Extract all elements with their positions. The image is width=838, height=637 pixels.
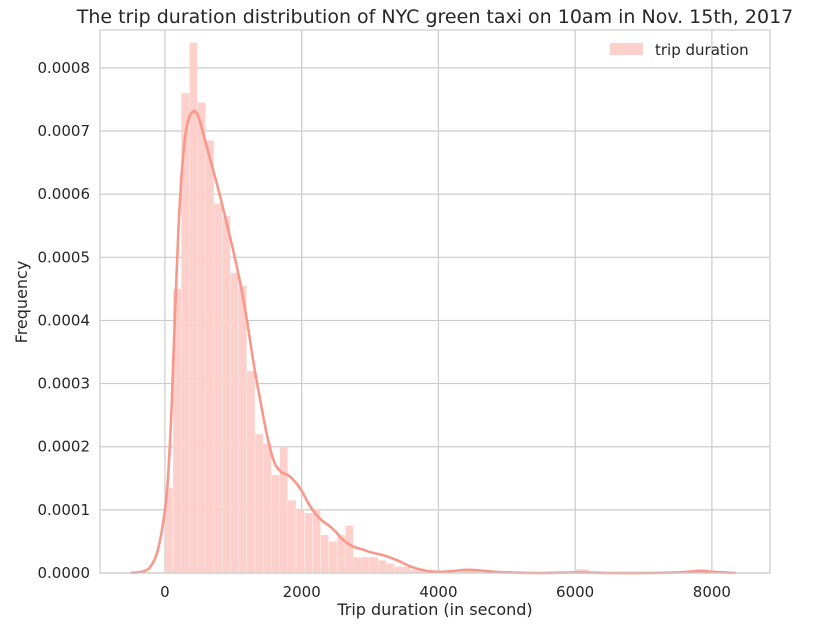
histogram-bar [181,93,190,574]
histogram-bar [394,566,403,573]
legend: trip duration [610,41,749,59]
x-tick-label: 6000 [556,583,594,601]
y-tick-label: 0.0006 [38,185,91,203]
histogram-bar [370,557,378,573]
plot-frame [99,29,771,574]
histogram-bar [197,102,206,573]
y-tick-label: 0.0005 [38,248,91,266]
histogram-bar [411,569,419,573]
y-axis-label: Frequency [12,261,31,344]
histogram-bar [271,475,280,573]
histogram-bar [164,487,173,573]
histogram-bar [329,541,337,573]
y-tick-label: 0.0007 [38,122,91,140]
histogram-bar [463,570,477,573]
legend-swatch [610,43,643,55]
y-tick-label: 0.0004 [38,311,91,329]
histogram-bar [304,513,313,573]
x-tick-label: 2000 [283,583,321,601]
y-tick-label: 0.0000 [38,564,91,582]
histogram-bar [288,500,296,573]
x-axis-label: Trip duration (in second) [336,600,532,619]
histogram-bar [255,434,263,573]
kde-line [130,110,736,575]
histogram-bar [296,509,305,573]
histogram-bar [337,535,346,573]
histogram-bars [164,42,710,574]
histogram-bar [378,560,387,573]
x-tick-label: 4000 [419,583,457,601]
y-axis-ticks: 0.0000 0.0001 0.0002 0.0003 0.0004 0.0005 0.00… [38,59,91,582]
histogram-bar [230,273,239,573]
histogram-bar [345,525,354,573]
x-tick-label: 0 [160,583,170,601]
chart-title: The trip duration distribution of NYC gr… [76,6,794,28]
y-tick-label: 0.0001 [38,501,91,519]
histogram-bar [353,557,362,573]
histogram-bar [312,509,321,573]
kde-curve [130,110,736,575]
legend-label: trip duration [655,41,749,59]
y-tick-label: 0.0003 [38,375,91,393]
histogram-bar [246,370,255,573]
histogram-bar [205,140,214,573]
histogram-bar [361,557,370,573]
histogram-bar [214,203,222,573]
x-axis-ticks: 0 2000 4000 6000 8000 [160,583,731,601]
histogram-bar [279,446,288,573]
histogram-bar [189,42,198,573]
histogram-bar [238,285,247,573]
histogram-bar [263,443,272,573]
histogram-bar [173,288,181,573]
histogram-bar [575,569,589,573]
y-tick-label: 0.0008 [38,59,91,77]
histogram-bar [320,535,329,573]
histogram-bar [386,563,395,573]
y-tick-label: 0.0002 [38,438,91,456]
histogram-bar [222,216,231,573]
x-tick-label: 8000 [693,583,731,601]
histogram-bar [402,566,411,573]
